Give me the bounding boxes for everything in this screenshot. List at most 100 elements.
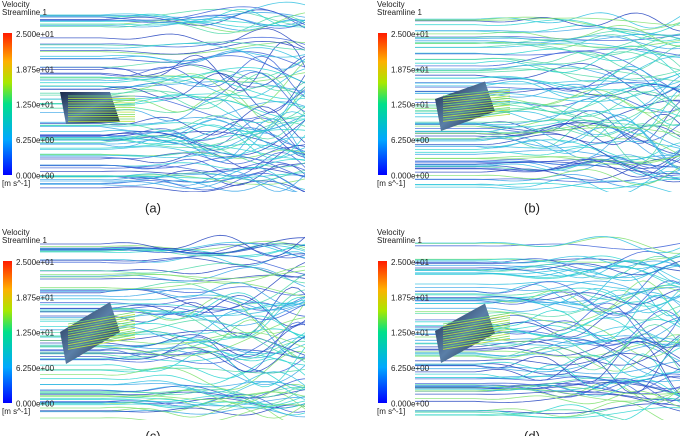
streamline <box>40 118 305 163</box>
streamline <box>40 150 305 161</box>
colorbar <box>378 33 387 175</box>
streamline <box>40 16 305 27</box>
streamline <box>40 281 305 297</box>
streamline <box>415 124 680 156</box>
legend-unit: [m s^-1] <box>2 407 30 416</box>
colorbar-label: 2.500e+01 <box>16 30 55 39</box>
colorbar-label: 1.875e+01 <box>16 65 55 74</box>
streamline <box>415 250 680 271</box>
streamline <box>442 88 511 97</box>
streamline <box>415 343 680 394</box>
streamline <box>415 158 680 181</box>
streamline <box>40 75 305 100</box>
streamline <box>442 95 511 104</box>
streamline <box>442 102 511 111</box>
streamline <box>442 319 511 332</box>
streamline <box>40 393 305 413</box>
colorbar-label: 1.250e+01 <box>391 101 430 110</box>
streamline <box>40 253 305 266</box>
legend-unit: [m s^-1] <box>377 179 405 188</box>
colorbar-label: 2.500e+01 <box>16 258 55 267</box>
streamline <box>442 317 511 329</box>
streamline <box>40 294 305 306</box>
body <box>60 92 120 124</box>
streamline <box>415 286 680 304</box>
streamline <box>415 393 680 412</box>
streamline <box>415 34 680 49</box>
streamline <box>40 36 305 48</box>
streamline <box>415 17 680 26</box>
streamline <box>415 264 680 310</box>
streamline <box>40 237 305 255</box>
streamline <box>40 292 305 336</box>
streamline <box>442 93 511 101</box>
colorbar-label: 1.250e+01 <box>16 329 55 338</box>
streamline <box>40 72 305 113</box>
streamline <box>40 254 305 275</box>
streamline <box>415 154 680 180</box>
streamline <box>40 115 305 148</box>
streamline <box>442 331 511 343</box>
streamline <box>40 358 305 379</box>
streamline <box>415 259 680 285</box>
streamline <box>415 126 680 136</box>
streamline <box>442 321 511 334</box>
streamline <box>40 286 305 296</box>
streamline <box>415 155 680 169</box>
colorbar-label: 6.250e+00 <box>391 364 430 373</box>
streamline <box>415 12 680 29</box>
streamline <box>415 287 680 307</box>
streamline <box>40 400 305 419</box>
colorbar-label: 1.250e+01 <box>16 101 55 110</box>
streamline <box>415 265 680 279</box>
streamline <box>415 260 680 276</box>
streamline <box>415 142 680 160</box>
streamline <box>415 360 680 375</box>
streamline <box>40 347 305 388</box>
streamline <box>442 97 511 106</box>
streamline <box>40 383 305 404</box>
streamline <box>40 386 305 396</box>
streamline <box>67 320 136 334</box>
streamline <box>40 386 305 398</box>
streamline <box>40 350 305 385</box>
streamline <box>67 313 136 327</box>
streamline <box>415 81 680 90</box>
streamline <box>415 243 680 250</box>
streamline <box>40 132 305 155</box>
streamline <box>40 404 305 416</box>
legend-title: Velocity <box>377 228 405 237</box>
streamline <box>442 109 511 118</box>
streamline <box>67 336 136 350</box>
streamline <box>415 65 680 110</box>
streamlines <box>40 1 305 192</box>
legend-unit: [m s^-1] <box>377 407 405 416</box>
streamline <box>40 55 305 84</box>
streamline <box>40 14 305 29</box>
streamline <box>40 68 305 100</box>
streamline <box>40 336 305 373</box>
streamline <box>415 171 680 192</box>
streamline <box>415 67 680 82</box>
streamline <box>415 289 680 323</box>
caption: (c) <box>145 428 160 436</box>
streamline <box>40 335 305 363</box>
streamline <box>415 27 680 36</box>
streamline <box>415 155 680 163</box>
colorbar-label: 0.000e+00 <box>16 171 55 180</box>
streamline <box>40 296 305 311</box>
colorbar-label: 0.000e+00 <box>391 399 430 408</box>
streamline <box>415 353 680 398</box>
streamline <box>40 55 305 97</box>
streamline <box>40 273 305 305</box>
streamline <box>415 288 680 305</box>
streamline <box>40 281 305 305</box>
streamline <box>415 35 680 50</box>
streamline <box>415 133 680 170</box>
streamline <box>442 104 511 113</box>
streamline <box>415 280 680 299</box>
streamline <box>40 47 305 63</box>
streamline <box>442 324 511 336</box>
streamline <box>40 295 305 334</box>
